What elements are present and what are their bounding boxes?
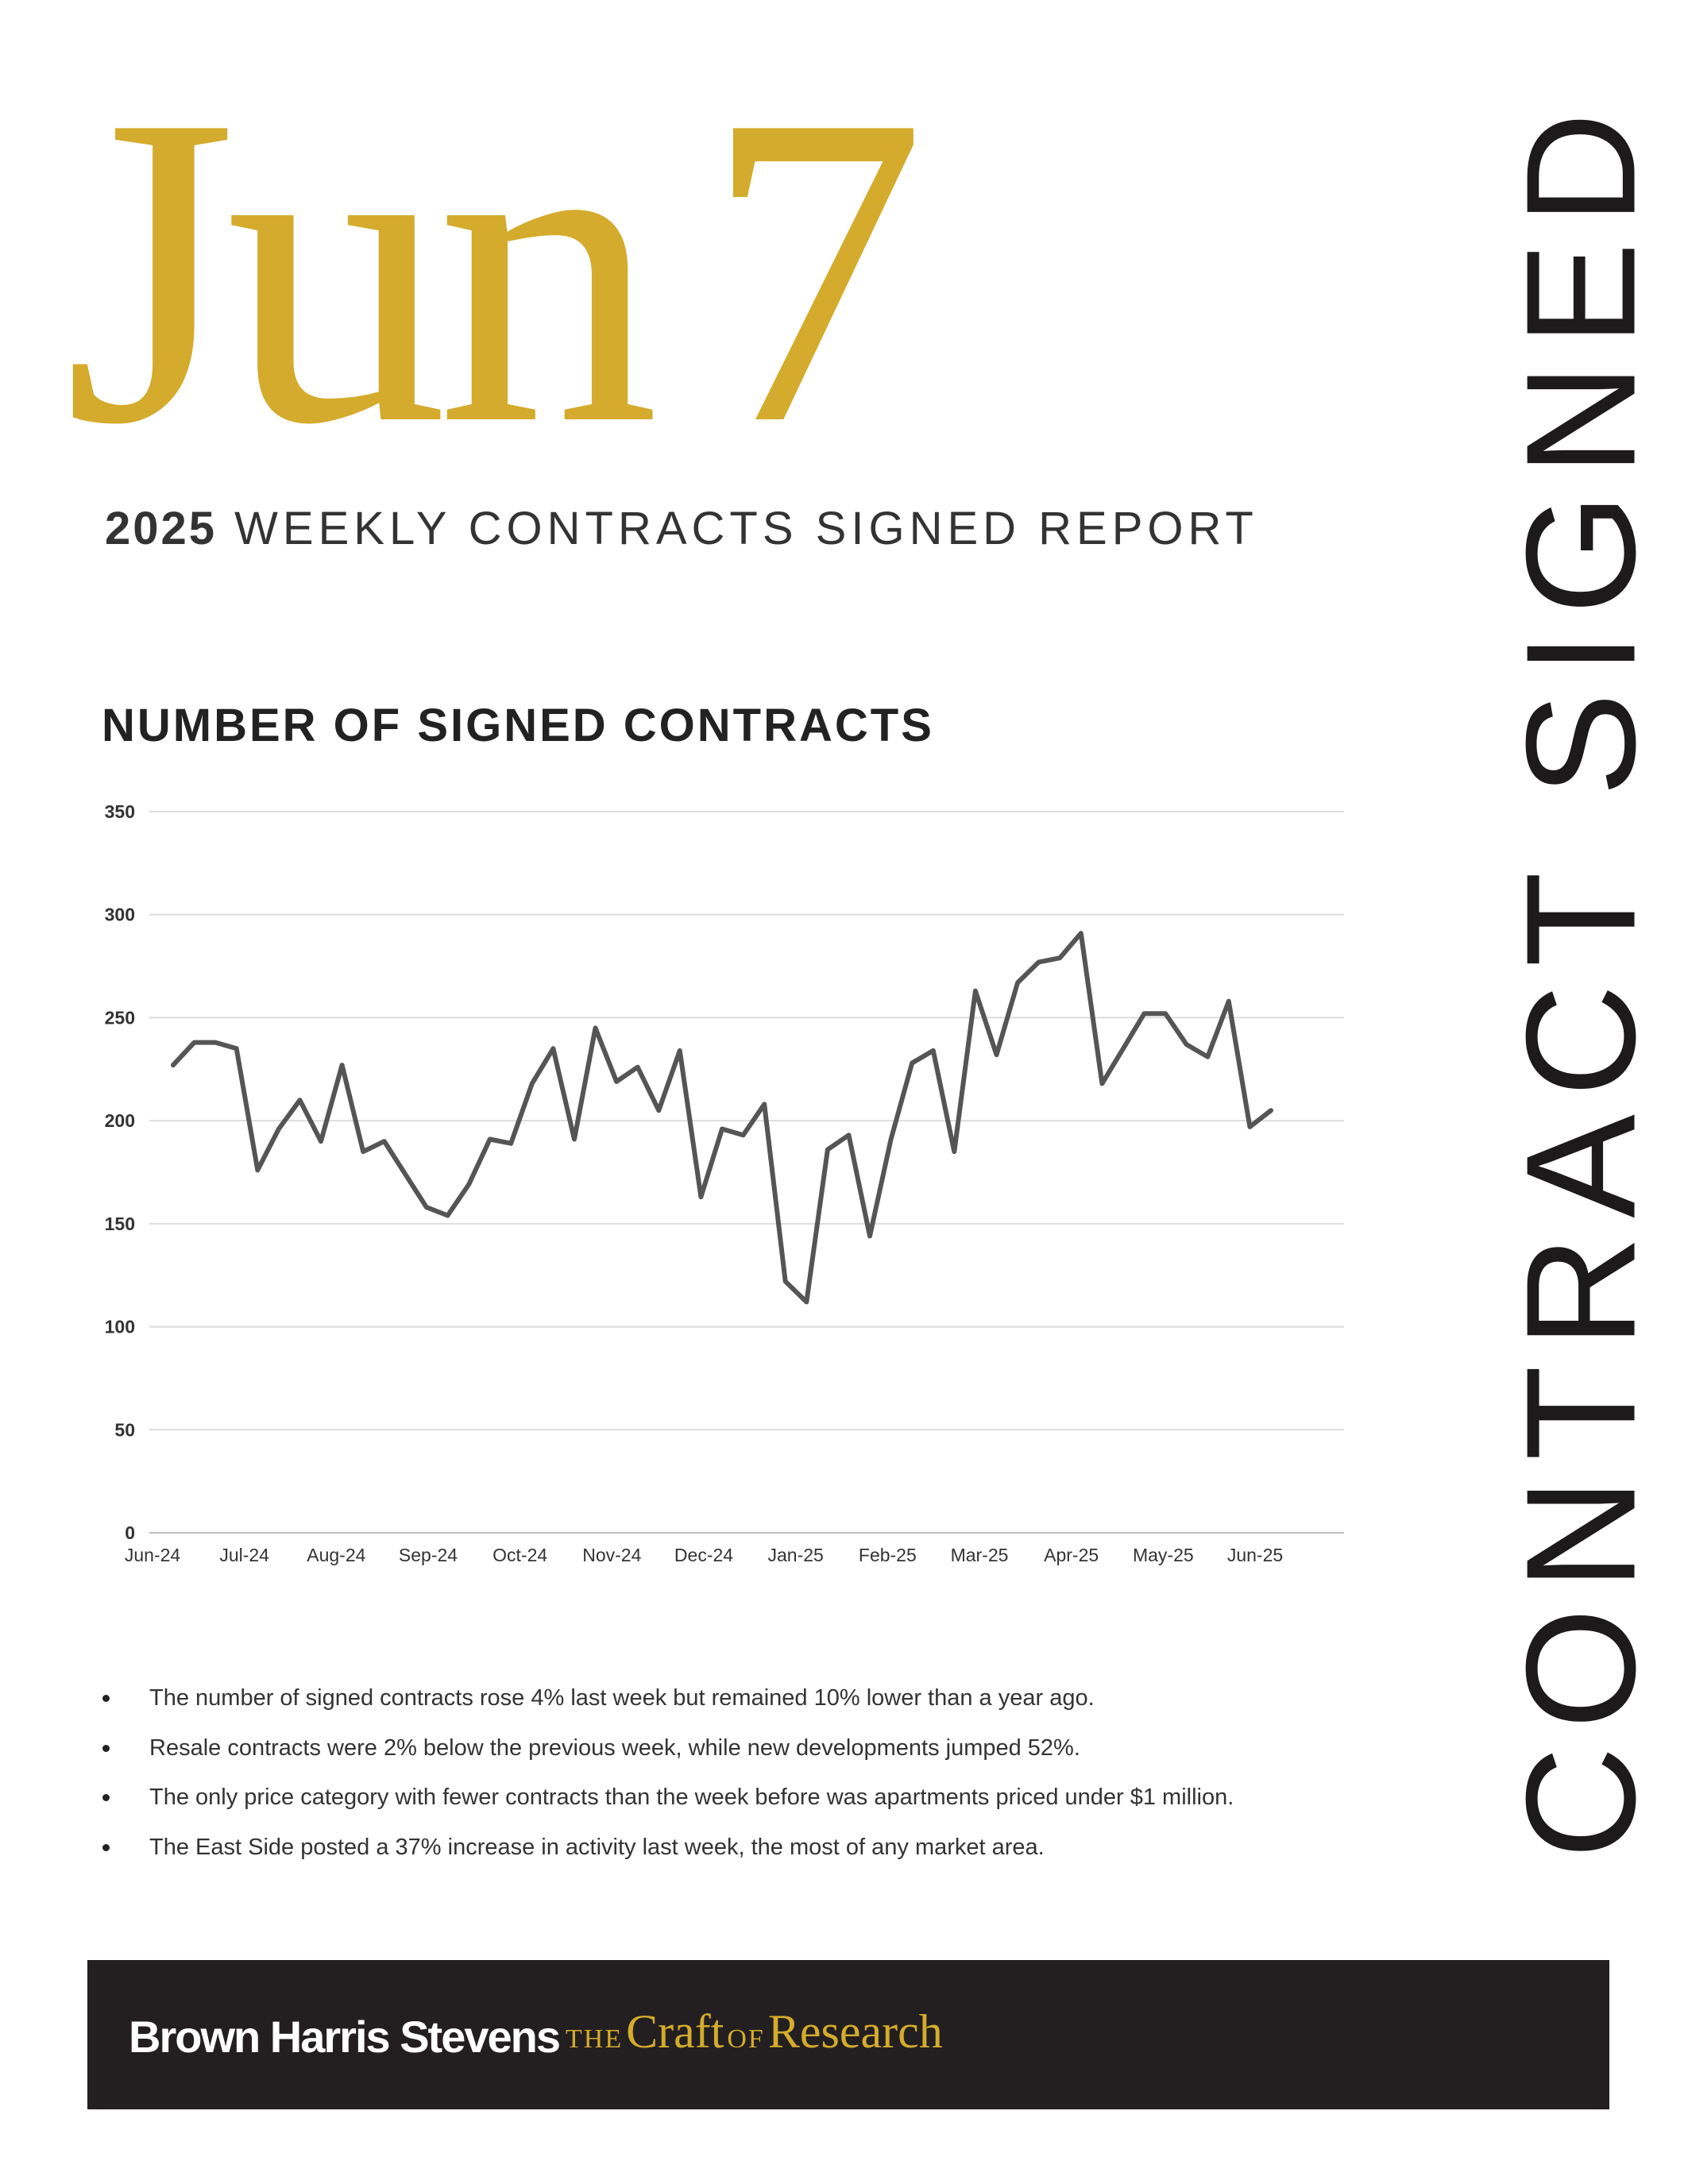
report-year: 2025 <box>105 503 218 554</box>
y-tick-label: 300 <box>105 905 135 925</box>
x-tick-label: Feb-25 <box>859 1545 917 1565</box>
x-axis-ticks: Jun-24 Jul-24 Aug-24 Sep-24 Oct-24 Nov-24 Dec-… <box>125 1545 1283 1565</box>
tagline-research: Research <box>767 2005 943 2058</box>
y-tick-label: 50 <box>114 1419 135 1440</box>
brand-logo: Brown Harris Stevens <box>129 2012 561 2062</box>
x-tick-label: Oct-24 <box>492 1545 547 1565</box>
bullet-item: The East Side posted a 37% increase in a… <box>95 1833 1382 1863</box>
date-month: Jun <box>64 24 659 516</box>
x-tick-label: May-25 <box>1133 1545 1194 1565</box>
report-date: Jun 7 <box>64 48 926 492</box>
x-tick-label: Mar-25 <box>951 1545 1009 1565</box>
footer-banner: Brown Harris Stevens THE Craft OF Resear… <box>87 1960 1609 2109</box>
tagline-craft: Craft <box>626 2005 724 2058</box>
y-tick-label: 150 <box>105 1214 135 1234</box>
bullet-item: Resale contracts were 2% below the previ… <box>95 1734 1382 1764</box>
chart-title: NUMBER OF SIGNED CONTRACTS <box>102 700 934 751</box>
vertical-title: CONTRACT SIGNED <box>1493 95 1668 1859</box>
tagline-of: OF <box>727 2024 765 2054</box>
y-tick-label: 350 <box>105 801 135 822</box>
x-tick-label: Dec-24 <box>674 1545 733 1565</box>
x-tick-label: Aug-24 <box>307 1545 365 1565</box>
x-tick-label: Apr-25 <box>1044 1545 1099 1565</box>
chart-series <box>171 931 1273 1305</box>
x-tick-label: Jan-25 <box>768 1545 824 1565</box>
x-tick-label: Jul-24 <box>219 1545 269 1565</box>
tagline-the: THE <box>566 2024 624 2054</box>
x-tick-label: Nov-24 <box>582 1545 641 1565</box>
brand-tagline: THE Craft OF Research <box>566 2005 943 2059</box>
bullet-item: The number of signed contracts rose 4% l… <box>95 1684 1382 1714</box>
x-tick-label: Sep-24 <box>399 1545 458 1565</box>
y-tick-label: 200 <box>105 1110 135 1131</box>
x-tick-label: Jun-25 <box>1227 1545 1283 1565</box>
report-title: 2025 WEEKLY CONTRACTS SIGNED REPORT <box>105 502 1258 555</box>
y-tick-label: 0 <box>125 1522 135 1543</box>
y-tick-label: 250 <box>105 1007 135 1028</box>
line-chart: 0 50 100 150 200 250 300 350 Jun-24 Jul-24 Aug-24… <box>105 801 1344 1565</box>
y-tick-label: 100 <box>105 1317 135 1337</box>
date-day: 7 <box>703 24 926 516</box>
x-tick-label: Jun-24 <box>125 1545 181 1565</box>
summary-bullets: The number of signed contracts rose 4% l… <box>95 1684 1382 1883</box>
bullet-item: The only price category with fewer contr… <box>95 1783 1382 1813</box>
y-axis-ticks: 0 50 100 150 200 250 300 350 <box>105 801 135 1543</box>
report-title-text: WEEKLY CONTRACTS SIGNED REPORT <box>234 503 1258 554</box>
series-line <box>171 931 1273 1305</box>
chart-grid <box>149 811 1344 1534</box>
